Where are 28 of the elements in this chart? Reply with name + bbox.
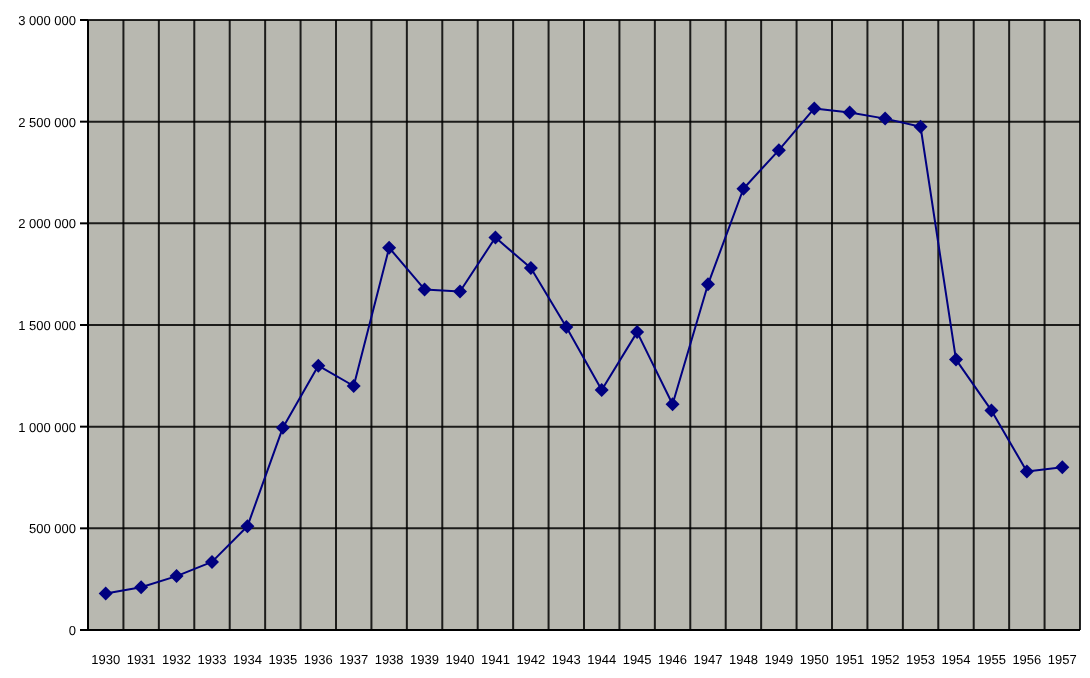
point — [523, 261, 538, 276]
point — [453, 284, 467, 299]
point — [1019, 464, 1034, 479]
point — [346, 379, 361, 393]
point — [594, 383, 609, 398]
point — [665, 397, 680, 412]
point — [169, 569, 184, 584]
point — [842, 105, 857, 120]
point — [559, 320, 574, 335]
point — [98, 586, 113, 601]
point — [205, 554, 219, 569]
point — [807, 101, 822, 116]
point — [134, 580, 149, 595]
point — [949, 352, 963, 367]
point — [417, 282, 432, 297]
point — [1055, 460, 1070, 475]
point — [913, 119, 928, 134]
point — [275, 420, 290, 435]
point — [736, 181, 751, 196]
point — [701, 277, 715, 292]
point — [488, 230, 503, 245]
point — [382, 240, 397, 255]
point — [630, 325, 645, 340]
point — [240, 519, 255, 534]
point — [878, 111, 893, 126]
point — [311, 358, 326, 373]
point — [771, 143, 786, 158]
point — [984, 403, 999, 418]
